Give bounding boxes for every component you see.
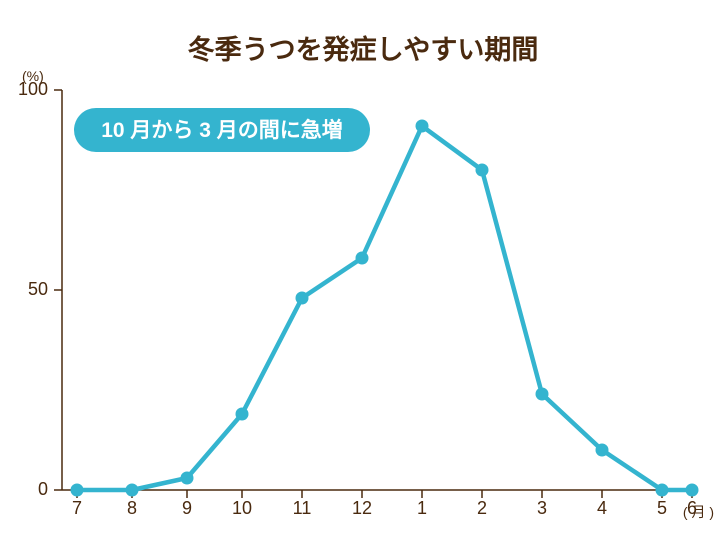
x-tick-label: 6: [672, 498, 712, 519]
chart-title: 冬季うつを発症しやすい期間: [0, 28, 726, 67]
x-tick-label: 2: [462, 498, 502, 519]
x-tick-label: 7: [57, 498, 97, 519]
y-tick-label: 100: [0, 79, 48, 100]
x-tick-label: 9: [167, 498, 207, 519]
line-chart-svg: [62, 90, 692, 492]
chart-container: 冬季うつを発症しやすい期間 10 月から 3 月の間に急増 (%) ( 月 ) …: [0, 0, 726, 545]
x-tick-label: 3: [522, 498, 562, 519]
x-tick-label: 10: [222, 498, 262, 519]
x-tick-label: 12: [342, 498, 382, 519]
x-tick-label: 11: [282, 498, 322, 519]
y-tick-label: 0: [0, 479, 48, 500]
x-tick-label: 8: [112, 498, 152, 519]
x-tick-label: 4: [582, 498, 622, 519]
x-tick-label: 1: [402, 498, 442, 519]
y-tick-label: 50: [0, 279, 48, 300]
